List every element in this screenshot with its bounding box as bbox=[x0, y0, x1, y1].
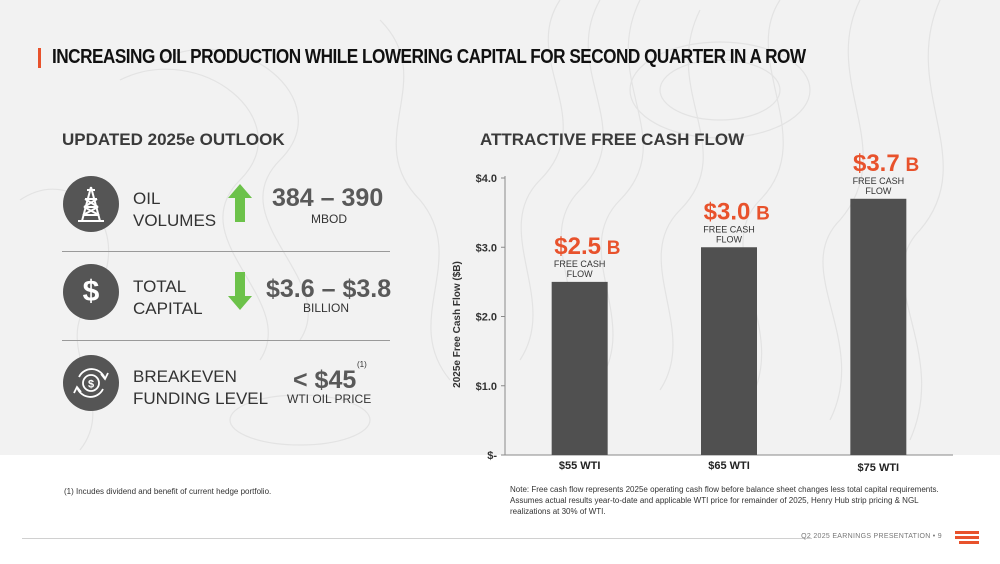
oil-volumes-value: 384 – 390 bbox=[272, 184, 384, 212]
data-label-unit: B bbox=[607, 238, 621, 259]
title-accent-bar bbox=[38, 48, 41, 68]
outlook-title: UPDATED 2025e OUTLOOK bbox=[62, 130, 285, 149]
bar-annotation: FREE CASH bbox=[853, 176, 905, 186]
total-capital-value: $3.6 – $3.8 bbox=[266, 275, 392, 303]
bar bbox=[850, 198, 907, 455]
oil-volumes-row: OIL VOLUMES 384 – 390 MBOD bbox=[60, 170, 390, 250]
company-logo bbox=[955, 531, 979, 544]
x-tick-label: $65 WTI bbox=[708, 460, 750, 472]
footer-page-label: Q2 2025 EARNINGS PRESENTATION • 9 bbox=[801, 533, 942, 540]
bar-annotation: FLOW bbox=[567, 269, 594, 279]
total-capital-unit: BILLION bbox=[303, 301, 350, 315]
breakeven-row: $ BREAKEVEN FUNDING LEVEL < $45 (1) WTI … bbox=[60, 350, 390, 430]
total-capital-label: TOTAL CAPITAL bbox=[133, 277, 203, 318]
y-axis-label: 2025e Free Cash Flow ($B) bbox=[452, 261, 463, 388]
data-label: $3.0 bbox=[704, 198, 751, 225]
bar bbox=[701, 247, 757, 455]
bottom-band bbox=[0, 455, 1000, 564]
y-tick-label: $- bbox=[487, 450, 497, 462]
oil-volumes-label: OIL VOLUMES bbox=[133, 189, 217, 230]
data-label-unit: B bbox=[905, 155, 919, 176]
y-tick-label: $3.0 bbox=[476, 242, 497, 254]
x-tick-label: $75 WTI bbox=[858, 462, 900, 474]
total-capital-row: $ TOTAL CAPITAL $3.6 – $3.8 BILLION bbox=[60, 258, 392, 338]
y-tick-label: $2.0 bbox=[476, 312, 497, 324]
data-label: $2.5 bbox=[554, 233, 601, 260]
breakeven-value: < $45 bbox=[293, 366, 357, 394]
oil-derrick-icon bbox=[63, 176, 119, 232]
chart-title: ATTRACTIVE FREE CASH FLOW bbox=[480, 130, 745, 149]
y-tick-label: $1.0 bbox=[476, 381, 497, 393]
bar-annotation: FREE CASH bbox=[554, 259, 606, 269]
outlook-footnote: (1) Incudes dividend and benefit of curr… bbox=[64, 487, 272, 496]
chart-note: Note: Free cash flow represents 2025e op… bbox=[510, 485, 939, 516]
x-tick-label: $55 WTI bbox=[559, 460, 601, 472]
dollar-cycle-icon: $ bbox=[63, 355, 119, 411]
free-cash-flow-chart: $- $1.0 $2.0 $3.0 $4.0 2025e Free Cash Flow (… bbox=[452, 150, 953, 474]
bar-annotation: FLOW bbox=[865, 186, 892, 196]
oil-volumes-unit: MBOD bbox=[311, 212, 347, 226]
dollar-icon: $ bbox=[63, 264, 119, 320]
data-label-unit: B bbox=[756, 203, 770, 224]
divider bbox=[62, 251, 390, 252]
breakeven-footnote-marker: (1) bbox=[357, 360, 367, 369]
divider bbox=[62, 340, 390, 341]
bar-annotation: FREE CASH bbox=[703, 224, 755, 234]
svg-text:$: $ bbox=[88, 379, 94, 391]
down-arrow-icon bbox=[228, 272, 252, 310]
data-label: $3.7 bbox=[853, 150, 900, 177]
bar-annotation: FLOW bbox=[716, 234, 743, 244]
footer-divider bbox=[22, 538, 812, 539]
breakeven-label: BREAKEVEN FUNDING LEVEL bbox=[133, 367, 269, 408]
bar bbox=[551, 281, 608, 455]
y-tick-label: $4.0 bbox=[476, 173, 497, 185]
up-arrow-icon bbox=[228, 184, 252, 222]
breakeven-unit: WTI OIL PRICE bbox=[287, 392, 372, 406]
page-title: INCREASING OIL PRODUCTION WHILE LOWERING… bbox=[52, 46, 806, 68]
